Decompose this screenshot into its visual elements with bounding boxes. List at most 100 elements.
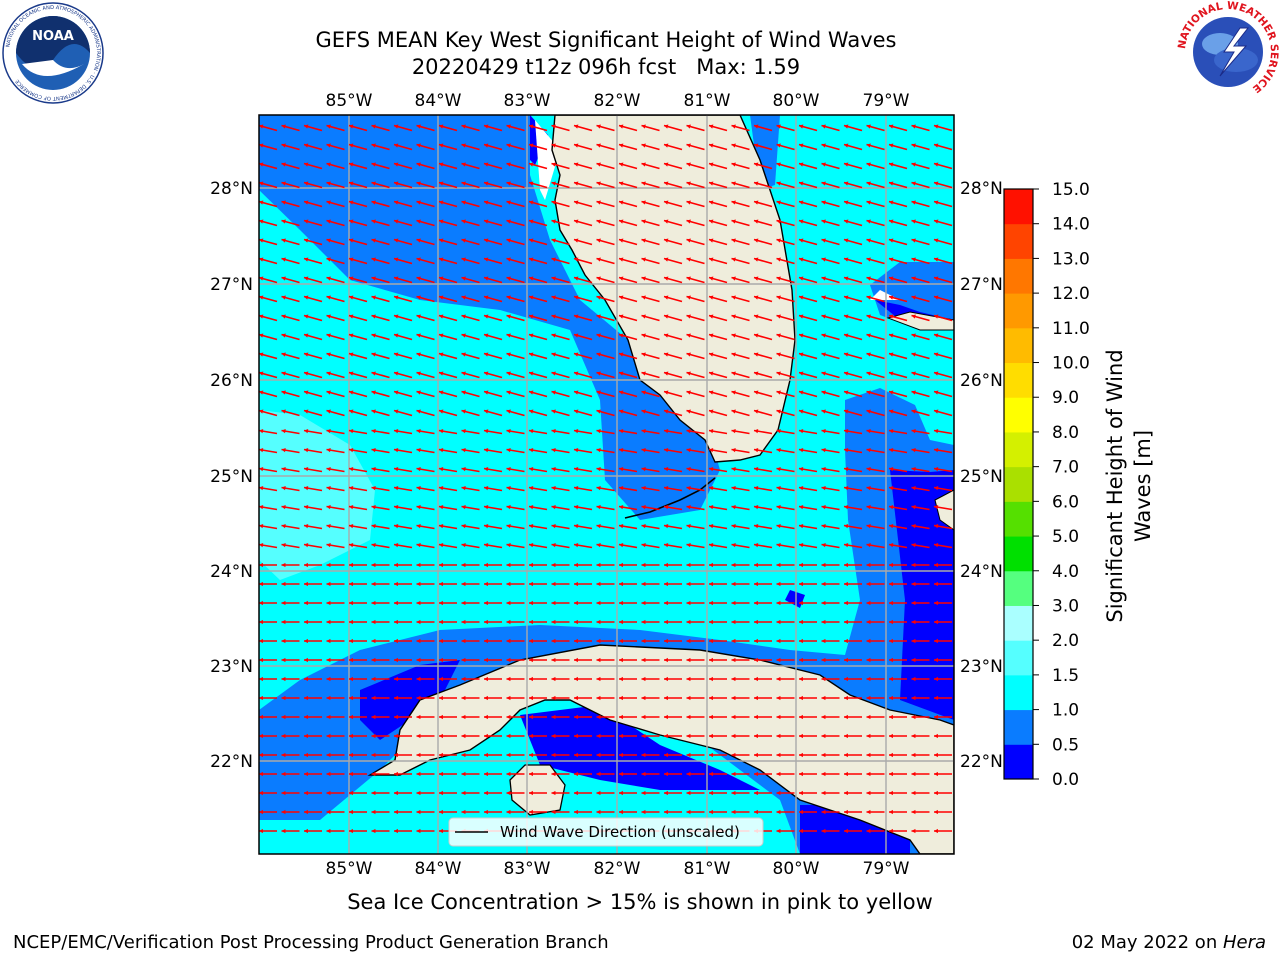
wave-direction-arrow xyxy=(259,828,277,834)
wave-direction-arrow xyxy=(326,714,345,720)
wave-direction-arrow xyxy=(663,448,683,454)
wave-direction-arrow xyxy=(686,238,705,246)
wave-direction-arrow xyxy=(843,257,863,265)
wave-direction-arrow xyxy=(574,600,592,606)
wave-direction-arrow xyxy=(663,143,683,151)
wave-direction-arrow xyxy=(573,257,593,265)
wave-direction-arrow xyxy=(596,619,615,625)
wave-direction-arrow xyxy=(461,657,480,663)
wave-direction-arrow xyxy=(393,371,413,379)
wave-direction-arrow xyxy=(911,676,930,682)
wave-direction-arrow xyxy=(641,809,660,815)
wave-direction-arrow xyxy=(439,733,457,739)
wave-direction-arrow xyxy=(618,200,638,208)
wave-direction-arrow xyxy=(551,714,570,720)
wave-direction-arrow xyxy=(326,619,345,625)
wave-direction-arrow xyxy=(754,809,772,815)
wave-direction-arrow xyxy=(866,638,885,644)
wave-direction-arrow xyxy=(911,276,930,284)
wave-direction-arrow xyxy=(596,448,615,454)
wave-direction-arrow xyxy=(484,733,502,739)
wave-direction-arrow xyxy=(686,486,705,492)
wave-direction-arrow xyxy=(618,467,638,473)
wave-direction-arrow xyxy=(596,181,615,189)
lon-label-top-3: 82°W xyxy=(594,91,641,111)
wave-direction-arrow xyxy=(776,752,795,758)
wave-direction-arrow xyxy=(664,752,682,758)
wave-direction-arrow xyxy=(911,314,930,322)
wave-direction-arrow xyxy=(506,486,525,492)
wave-direction-arrow xyxy=(281,771,300,777)
colorbar-tick-1: 0.5 xyxy=(1052,735,1079,755)
wave-direction-arrow xyxy=(371,600,390,606)
wave-direction-arrow xyxy=(888,409,908,417)
wave-direction-arrow xyxy=(799,771,817,777)
wave-direction-arrow xyxy=(731,486,750,492)
wave-direction-arrow xyxy=(461,429,480,435)
wave-direction-arrow xyxy=(506,295,525,303)
wave-direction-arrow xyxy=(866,543,885,549)
wave-direction-arrow xyxy=(911,333,930,341)
wave-direction-arrow xyxy=(866,352,885,360)
wave-direction-arrow xyxy=(821,562,840,568)
wave-direction-arrow xyxy=(461,619,480,625)
wave-direction-arrow xyxy=(371,524,390,530)
wave-direction-arrow xyxy=(933,143,953,151)
wave-direction-arrow xyxy=(911,543,930,549)
wave-direction-arrow xyxy=(483,314,503,322)
wave-direction-arrow xyxy=(618,448,638,454)
wave-direction-arrow xyxy=(911,695,930,701)
wave-direction-arrow xyxy=(461,181,480,189)
wave-direction-arrow xyxy=(573,333,593,341)
lat-label-left-6: 22°N xyxy=(210,752,253,772)
wave-direction-arrow xyxy=(619,790,637,796)
wave-direction-arrow xyxy=(416,695,435,701)
wave-direction-arrow xyxy=(281,143,300,151)
wave-direction-arrow xyxy=(348,371,368,379)
noaa-logo-icon: NOAA NATIONAL OCEANIC AND ATMOSPHERIC AD… xyxy=(2,2,104,104)
wind-wave-direction-arrows xyxy=(259,124,953,834)
wave-direction-arrow xyxy=(933,333,953,341)
colorbar-bin-5 xyxy=(1004,570,1033,606)
wave-direction-arrow xyxy=(709,562,727,568)
wave-direction-arrow xyxy=(281,486,300,492)
wave-direction-arrow xyxy=(371,181,390,189)
wave-direction-arrow xyxy=(821,543,840,549)
wave-direction-arrow xyxy=(303,124,323,132)
wave-direction-arrow xyxy=(551,143,570,151)
wave-direction-arrow xyxy=(528,276,548,284)
wave-direction-arrow xyxy=(641,524,660,530)
wave-direction-arrow xyxy=(303,429,323,435)
wave-direction-arrow xyxy=(866,467,885,473)
wave-direction-arrow xyxy=(731,219,750,227)
wave-direction-arrow xyxy=(596,809,615,815)
wave-direction-arrow xyxy=(326,562,345,568)
wave-direction-arrow xyxy=(574,695,592,701)
wave-direction-arrow xyxy=(393,219,413,227)
wave-direction-arrow xyxy=(888,257,908,265)
wave-direction-arrow xyxy=(304,638,322,644)
wave-direction-arrow xyxy=(551,124,570,132)
wave-direction-arrow xyxy=(416,733,435,739)
wave-direction-arrow xyxy=(776,314,795,322)
wave-direction-arrow xyxy=(821,200,840,208)
wave-direction-arrow xyxy=(259,352,278,360)
wave-direction-arrow xyxy=(686,200,705,208)
wave-direction-arrow xyxy=(934,600,952,606)
wave-direction-arrow xyxy=(663,390,683,398)
wave-direction-arrow xyxy=(798,124,818,132)
colorbar-tick-11: 9.0 xyxy=(1052,388,1079,408)
wave-direction-arrow xyxy=(776,295,795,303)
wave-direction-arrow xyxy=(821,314,840,322)
footer-date: 02 May 2022 on Hera xyxy=(1072,932,1266,953)
wave-direction-arrow xyxy=(348,486,368,492)
wave-direction-arrow xyxy=(259,467,278,473)
colorbar-tick-3: 1.5 xyxy=(1052,666,1079,686)
wave-direction-arrow xyxy=(821,238,840,246)
wave-direction-arrow xyxy=(281,257,300,265)
wave-direction-arrow xyxy=(326,543,345,549)
wave-direction-arrow xyxy=(438,467,458,473)
wave-direction-arrow xyxy=(686,314,705,322)
longitude-labels: 85°W 85°W 84°W 84°W 83°W 83°W 82°W 82°W 81°W 81°W… xyxy=(326,91,910,879)
wave-direction-arrow xyxy=(326,333,345,341)
